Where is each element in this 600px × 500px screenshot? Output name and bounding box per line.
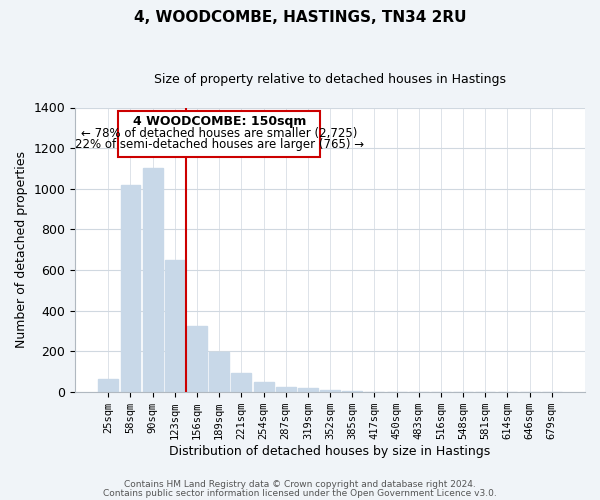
X-axis label: Distribution of detached houses by size in Hastings: Distribution of detached houses by size … [169,444,491,458]
FancyBboxPatch shape [118,110,320,157]
Text: Contains public sector information licensed under the Open Government Licence v3: Contains public sector information licen… [103,489,497,498]
Bar [187,326,207,392]
Bar [98,378,118,392]
Text: ← 78% of detached houses are smaller (2,725): ← 78% of detached houses are smaller (2,… [81,127,358,140]
Y-axis label: Number of detached properties: Number of detached properties [15,151,28,348]
Text: Contains HM Land Registry data © Crown copyright and database right 2024.: Contains HM Land Registry data © Crown c… [124,480,476,489]
Text: 22% of semi-detached houses are larger (765) →: 22% of semi-detached houses are larger (… [74,138,364,151]
Bar [121,184,140,392]
Text: 4 WOODCOMBE: 150sqm: 4 WOODCOMBE: 150sqm [133,115,306,128]
Bar [342,390,362,392]
Title: Size of property relative to detached houses in Hastings: Size of property relative to detached ho… [154,72,506,86]
Bar [165,260,185,392]
Bar [232,374,251,392]
Bar [320,390,340,392]
Bar [143,168,163,392]
Bar [276,386,296,392]
Bar [298,388,318,392]
Bar [254,382,274,392]
Bar [209,352,229,392]
Text: 4, WOODCOMBE, HASTINGS, TN34 2RU: 4, WOODCOMBE, HASTINGS, TN34 2RU [134,10,466,25]
